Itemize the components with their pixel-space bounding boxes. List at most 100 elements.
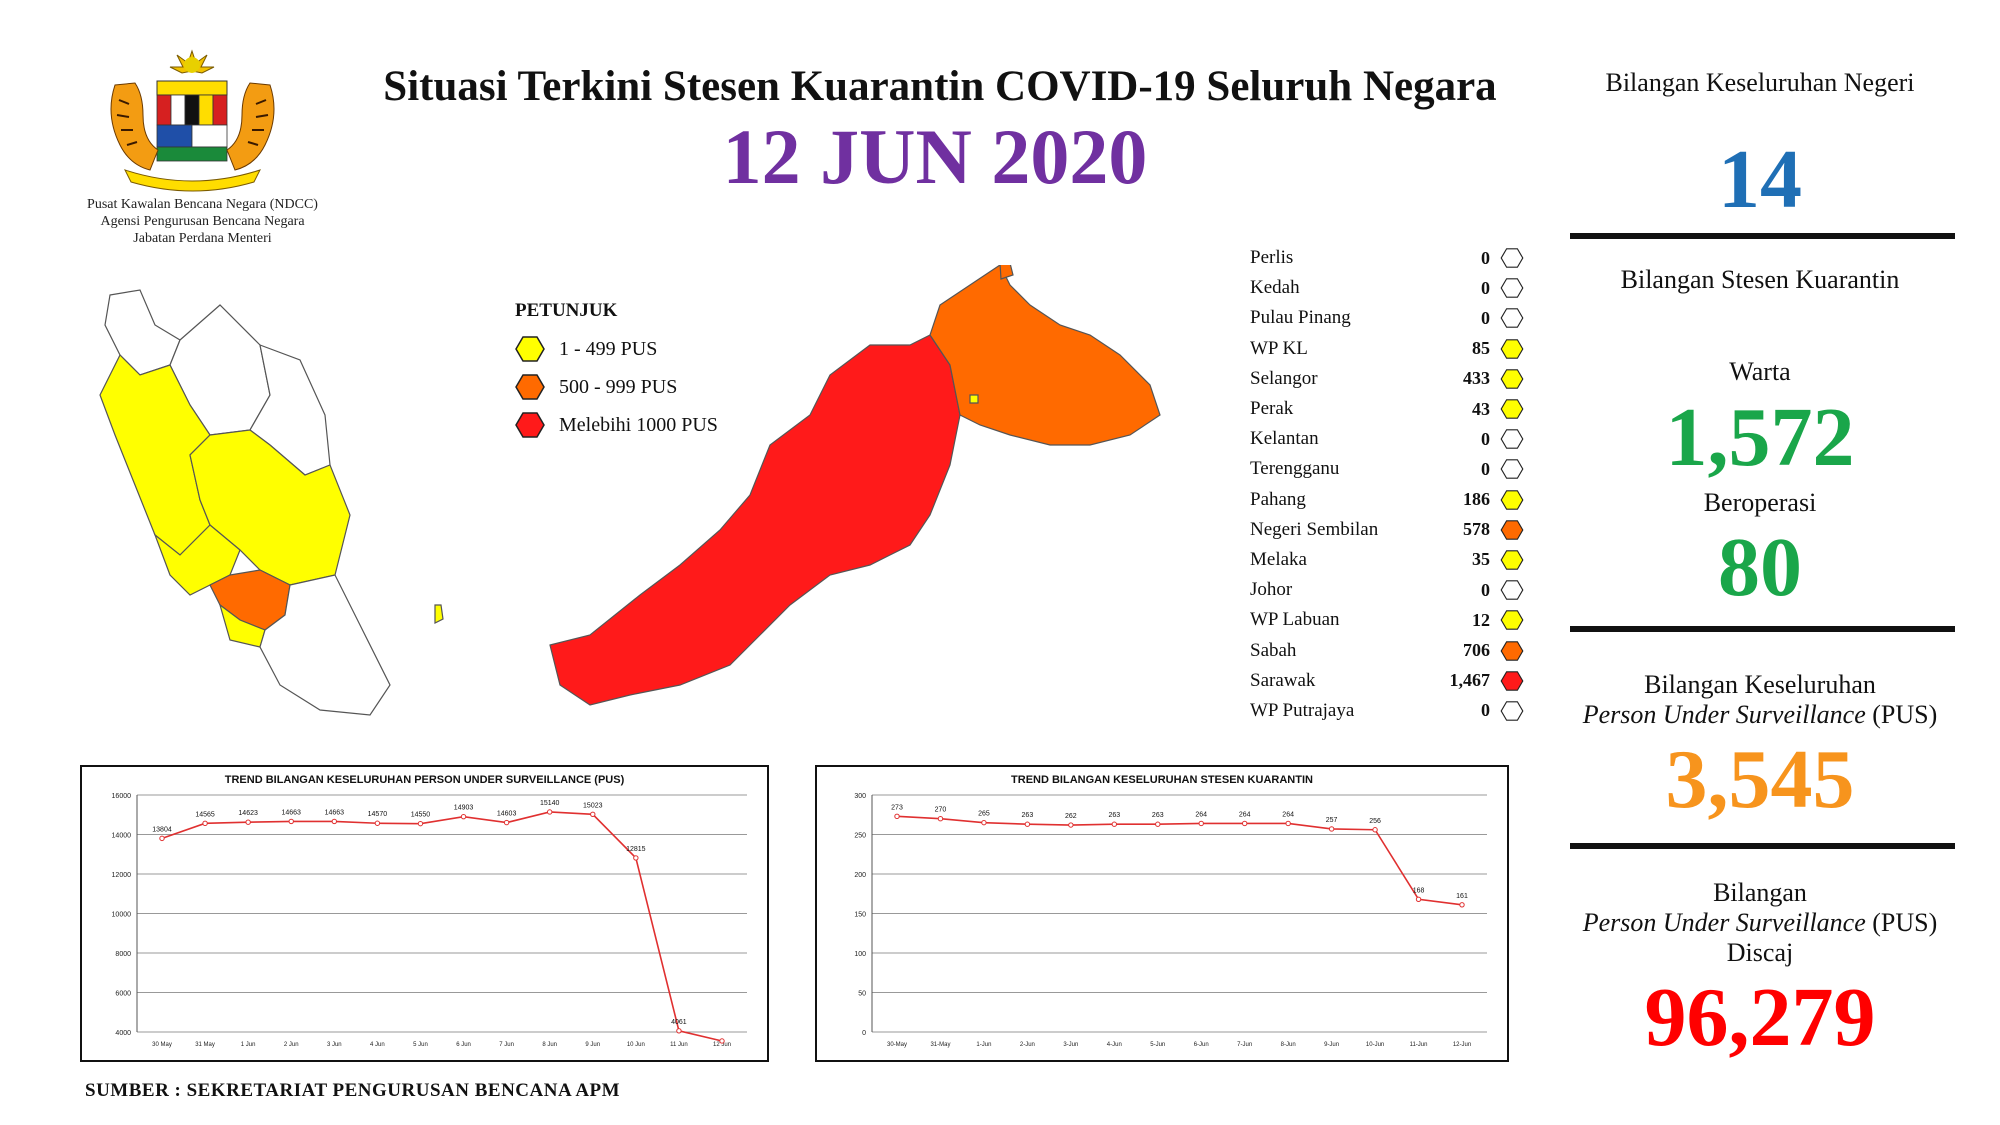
state-name: Negeri Sembilan <box>1250 518 1379 540</box>
legend-item: 1 - 499 PUS <box>515 330 815 368</box>
data-point <box>590 811 596 817</box>
data-point <box>1285 820 1291 827</box>
divider <box>1570 233 1955 239</box>
map-legend: PETUNJUK 1 - 499 PUS 500 - 999 PUS Meleb… <box>515 300 815 444</box>
x-tick-label: 6-Jun <box>1194 1042 1209 1048</box>
state-row: Pulau Pinang 0 <box>1250 303 1530 333</box>
stesen-trend-chart: TREND BILANGAN KESELURUHAN STESEN KUARAN… <box>815 765 1509 1062</box>
discaj-label-line-3: Discaj <box>1726 938 1794 967</box>
state-value: 0 <box>1481 307 1490 328</box>
data-label: 262 <box>1065 813 1077 820</box>
hexagon-icon <box>515 336 545 362</box>
y-tick-label: 14000 <box>112 833 132 840</box>
data-label: 14565 <box>195 811 215 818</box>
data-point <box>1241 820 1248 827</box>
legend-item: 500 - 999 PUS <box>515 368 815 406</box>
discaj-label-line-1: Bilangan <box>1713 878 1807 907</box>
discaj-value: 96,279 <box>1644 971 1876 1064</box>
data-label: 270 <box>935 807 947 814</box>
data-label: 14623 <box>238 810 258 817</box>
x-tick-label: 1-Jun <box>976 1042 991 1048</box>
legend-item: Melebihi 1000 PUS <box>515 406 815 444</box>
chart-title: TREND BILANGAN KESELURUHAN PERSON UNDER … <box>225 774 625 786</box>
state-value: 12 <box>1472 609 1490 630</box>
x-tick-label: 30-May <box>887 1042 907 1048</box>
state-name: Perlis <box>1250 247 1294 269</box>
data-point <box>288 818 294 825</box>
hexagon-icon <box>1500 308 1524 329</box>
x-tick-label: 3 Jun <box>327 1042 342 1048</box>
hexagon-icon <box>1500 550 1524 570</box>
x-tick-label: 6 Jun <box>456 1042 471 1048</box>
x-tick-label: 5 Jun <box>413 1042 428 1048</box>
state-name: Kelantan <box>1250 428 1319 450</box>
data-label: 263 <box>1108 812 1120 819</box>
hexagon-icon <box>1500 429 1524 450</box>
state-row: WP Putrajaya 0 <box>1250 696 1530 726</box>
peninsular-malaysia-map <box>99 289 444 716</box>
legend-label: 1 - 499 PUS <box>559 337 658 360</box>
hexagon-icon <box>1500 248 1524 268</box>
data-point <box>1111 821 1118 827</box>
state-value: 1,467 <box>1449 670 1491 691</box>
state-name: Pahang <box>1250 488 1306 510</box>
legend-label: Melebihi 1000 PUS <box>559 413 718 436</box>
y-tick-label: 8000 <box>115 951 131 958</box>
state-name: Selangor <box>1250 367 1318 389</box>
data-point <box>1068 822 1074 828</box>
y-tick-label: 100 <box>854 951 866 958</box>
data-point <box>1372 827 1378 833</box>
y-tick-label: 250 <box>854 833 866 840</box>
y-tick-label: 6000 <box>115 991 131 998</box>
x-tick-label: 7-Jun <box>1237 1042 1252 1048</box>
east-malaysia-map <box>549 265 1161 706</box>
state-row: Pahang 186 <box>1250 485 1530 515</box>
state-row: Perak 43 <box>1250 394 1530 424</box>
beroperasi-value: 80 <box>1718 521 1802 614</box>
state-name: Pulau Pinang <box>1250 307 1351 329</box>
state-value: 0 <box>1481 428 1490 449</box>
data-point <box>894 813 900 820</box>
state-row: Kelantan 0 <box>1250 424 1530 454</box>
pus-label-line-1: Bilangan Keseluruhan <box>1644 670 1876 699</box>
pus-label-line-2: Person Under Surveillance (PUS) <box>1560 700 1960 730</box>
state-row: Selangor 433 <box>1250 364 1530 394</box>
state-value: 0 <box>1481 579 1490 600</box>
agency-line-1: Pusat Kawalan Bencana Negara (NDCC) <box>87 197 318 212</box>
data-point <box>981 819 987 826</box>
x-tick-label: 30 May <box>152 1042 172 1048</box>
state-value: 35 <box>1472 549 1490 570</box>
state-row: Perlis 0 <box>1250 243 1530 273</box>
data-point <box>1415 896 1422 902</box>
data-point <box>331 818 338 825</box>
data-label: 264 <box>1195 811 1207 818</box>
x-tick-label: 31 May <box>195 1042 215 1048</box>
data-label: 265 <box>978 811 990 818</box>
state-row: Johor 0 <box>1250 575 1530 605</box>
data-label: 14603 <box>497 811 517 818</box>
data-label: 264 <box>1239 811 1251 818</box>
report-date: 12 JUN 2020 <box>722 113 1148 200</box>
hexagon-icon <box>1500 640 1524 661</box>
data-label: 168 <box>1413 887 1425 894</box>
hexagon-icon <box>515 412 545 438</box>
stesen-label: Bilangan Stesen Kuarantin <box>1620 265 1900 294</box>
hexagon-icon <box>1500 701 1524 721</box>
data-point <box>245 819 251 825</box>
data-label: 256 <box>1369 818 1381 825</box>
beroperasi-label: Beroperasi <box>1703 488 1817 517</box>
state-row: Sarawak 1,467 <box>1250 666 1530 696</box>
hexagon-icon <box>1500 580 1524 600</box>
pus-trend-chart: TREND BILANGAN KESELURUHAN PERSON UNDER … <box>80 765 769 1062</box>
state-value: 578 <box>1463 519 1490 540</box>
state-name: Sabah <box>1250 639 1297 661</box>
hexagon-icon <box>1500 369 1524 389</box>
x-tick-label: 9-Jun <box>1324 1042 1339 1048</box>
data-label: 14570 <box>368 811 388 818</box>
data-label: 14663 <box>281 809 301 816</box>
discaj-label-line-2: Person Under Surveillance (PUS) <box>1560 908 1960 938</box>
x-tick-label: 9 Jun <box>585 1042 600 1048</box>
x-tick-label: 1 Jun <box>241 1042 256 1048</box>
x-tick-label: 8 Jun <box>542 1042 557 1048</box>
data-label: 15023 <box>583 802 603 809</box>
